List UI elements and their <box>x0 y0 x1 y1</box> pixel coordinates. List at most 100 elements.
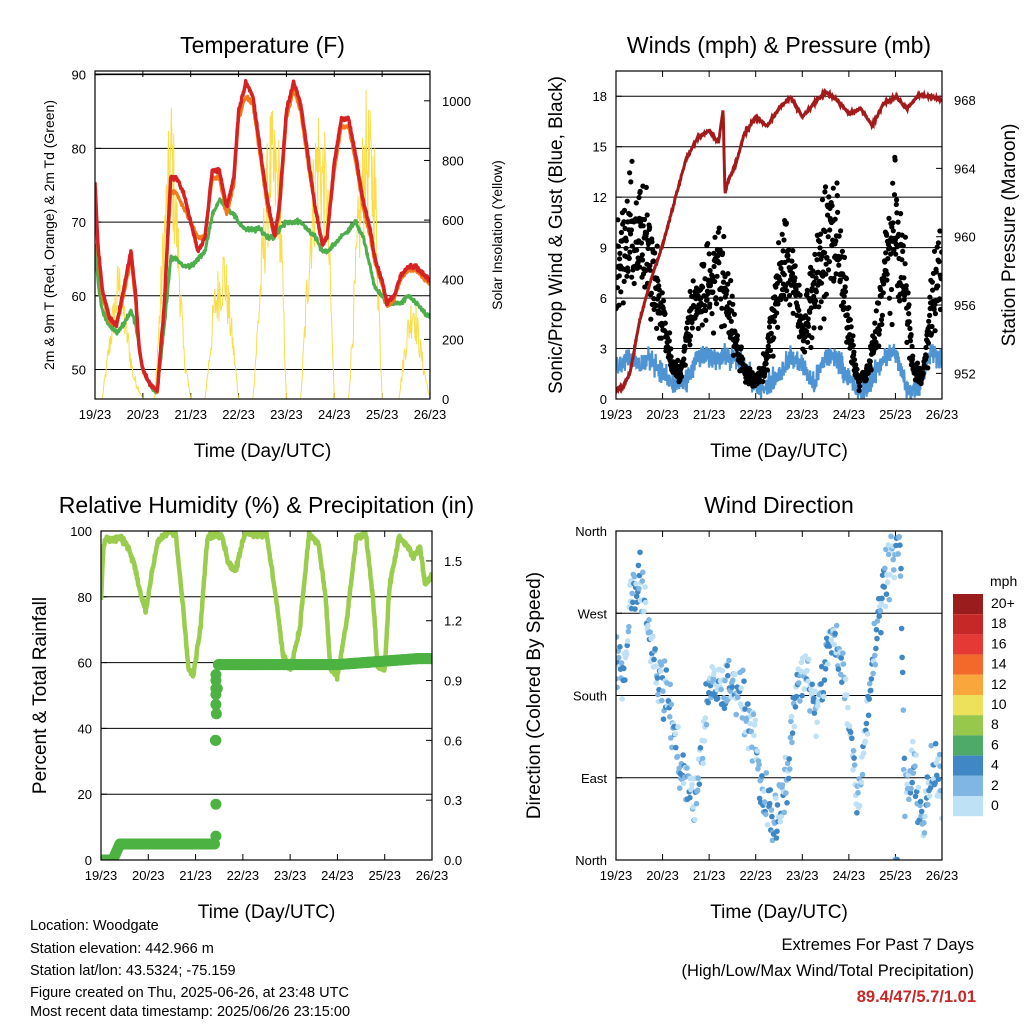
direction-point <box>865 712 872 719</box>
direction-point <box>642 584 648 590</box>
gust-point <box>703 317 709 323</box>
gust-point <box>686 337 692 343</box>
direction-point <box>658 662 665 668</box>
gust-point <box>616 273 622 279</box>
gust-point <box>653 302 659 309</box>
gust-point <box>931 306 937 312</box>
direction-point <box>785 775 792 782</box>
gust-point <box>891 192 898 198</box>
direction-point <box>868 676 875 682</box>
gust-point <box>818 280 825 286</box>
x-tick-label: 26/23 <box>926 407 959 422</box>
direction-point <box>851 762 858 768</box>
gust-point <box>813 289 820 295</box>
gust-point <box>642 284 648 290</box>
gust-point <box>781 237 787 243</box>
gust-point <box>935 283 941 289</box>
gust-point <box>900 248 906 254</box>
x-tick-label: 25/23 <box>368 868 401 883</box>
y2-tick-label: 956 <box>954 298 976 313</box>
y-tick-label: 3 <box>600 342 607 357</box>
direction-point <box>922 813 928 820</box>
gust-point <box>796 307 802 313</box>
plot-area <box>101 531 432 860</box>
direction-point <box>655 691 661 698</box>
y-tick-label: 70 <box>72 215 86 230</box>
gust-point <box>928 331 935 337</box>
direction-point <box>822 666 829 672</box>
gust-point <box>812 298 819 304</box>
direction-point <box>740 667 746 674</box>
rain-point <box>210 798 222 810</box>
direction-point <box>877 607 884 614</box>
gust-point <box>854 366 860 372</box>
direction-point <box>900 707 907 713</box>
direction-point <box>718 686 724 693</box>
legend-label: 18 <box>991 615 1007 631</box>
x-tick-label: 23/23 <box>786 868 819 883</box>
y-tick-label: 0 <box>85 853 92 868</box>
direction-point <box>624 638 631 644</box>
gust-point <box>906 319 912 325</box>
gust-point <box>687 288 693 295</box>
recent-timestamp: Most recent data timestamp: 2025/06/26 2… <box>30 1004 351 1020</box>
direction-point <box>651 656 657 663</box>
chart-winds: Winds (mph) & Pressure (mb) Time (Day/UTC… <box>546 32 1020 462</box>
gust-point <box>691 304 698 310</box>
gust-point <box>894 197 900 203</box>
gust-point <box>933 269 939 275</box>
direction-point <box>935 756 941 762</box>
gust-point <box>666 338 672 344</box>
gust-point <box>629 274 635 280</box>
direction-point <box>703 721 710 728</box>
direction-point <box>909 779 915 786</box>
gust-point <box>712 234 718 240</box>
direction-point <box>631 573 638 580</box>
y2-tick-label: 800 <box>442 153 464 168</box>
y2-tick-label: 0.3 <box>444 793 462 808</box>
gust-point <box>649 239 655 245</box>
gust-point <box>768 330 774 336</box>
direction-point <box>902 813 908 820</box>
gust-point <box>823 271 829 277</box>
gust-point <box>668 354 674 360</box>
gust-point <box>739 356 746 362</box>
gust-point <box>792 275 798 281</box>
direction-point <box>735 694 741 701</box>
gust-point <box>902 261 908 267</box>
legend-swatch <box>953 614 983 635</box>
direction-point <box>666 714 673 720</box>
direction-point <box>879 595 885 602</box>
gust-point <box>893 201 899 208</box>
direction-point <box>773 795 779 801</box>
gust-point <box>775 324 781 330</box>
gust-point <box>901 275 907 281</box>
direction-point <box>915 784 922 791</box>
gust-point <box>890 228 896 234</box>
chart-title: Winds (mph) & Pressure (mb) <box>627 32 931 58</box>
gust-point <box>659 290 665 296</box>
direction-point <box>779 782 786 788</box>
gust-point <box>893 251 899 257</box>
direction-point <box>897 573 904 579</box>
gust-point <box>631 280 637 287</box>
y-axis-label: Direction (Colored By Speed) <box>524 572 545 819</box>
gust-point <box>931 248 938 254</box>
direction-point <box>626 623 632 630</box>
gust-point <box>760 378 766 385</box>
legend-swatch <box>953 594 983 615</box>
gust-point <box>914 360 921 366</box>
gust-point <box>721 323 728 329</box>
gust-point <box>725 271 731 277</box>
gust-point <box>765 343 771 349</box>
direction-point <box>705 699 711 706</box>
gust-point <box>637 188 643 194</box>
temp-2m-line <box>95 79 430 393</box>
y-tick-label: 18 <box>593 89 607 104</box>
gust-point <box>668 346 674 352</box>
gust-point <box>876 343 882 349</box>
direction-point <box>781 809 787 816</box>
direction-point <box>809 681 815 688</box>
gust-point <box>926 318 932 324</box>
direction-point <box>937 787 942 794</box>
